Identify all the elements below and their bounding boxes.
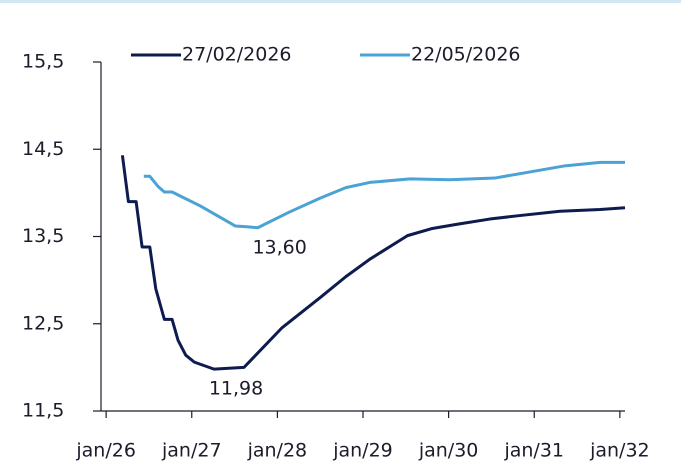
legend-label: 27/02/2026 xyxy=(182,44,292,66)
x-tick-label: jan/29 xyxy=(332,440,393,462)
value-label: 13,60 xyxy=(252,236,306,258)
y-tick-label: 15,5 xyxy=(22,51,64,73)
series-line xyxy=(143,160,625,230)
x-tick-label: jan/30 xyxy=(418,440,479,462)
y-tick-label: 14,5 xyxy=(22,138,64,160)
series-line xyxy=(120,155,626,371)
x-tick-label: jan/32 xyxy=(589,440,650,462)
y-tick-label: 11,5 xyxy=(22,400,64,422)
x-tick-label: jan/27 xyxy=(161,440,222,462)
y-tick-label: 12,5 xyxy=(22,312,64,334)
y-tick-label: 13,5 xyxy=(22,225,64,247)
x-tick-label: jan/31 xyxy=(503,440,564,462)
x-tick-label: jan/28 xyxy=(247,440,308,462)
x-tick-label: jan/26 xyxy=(75,440,136,462)
legend-label: 22/05/2026 xyxy=(411,44,521,66)
value-label: 11,98 xyxy=(209,378,263,400)
